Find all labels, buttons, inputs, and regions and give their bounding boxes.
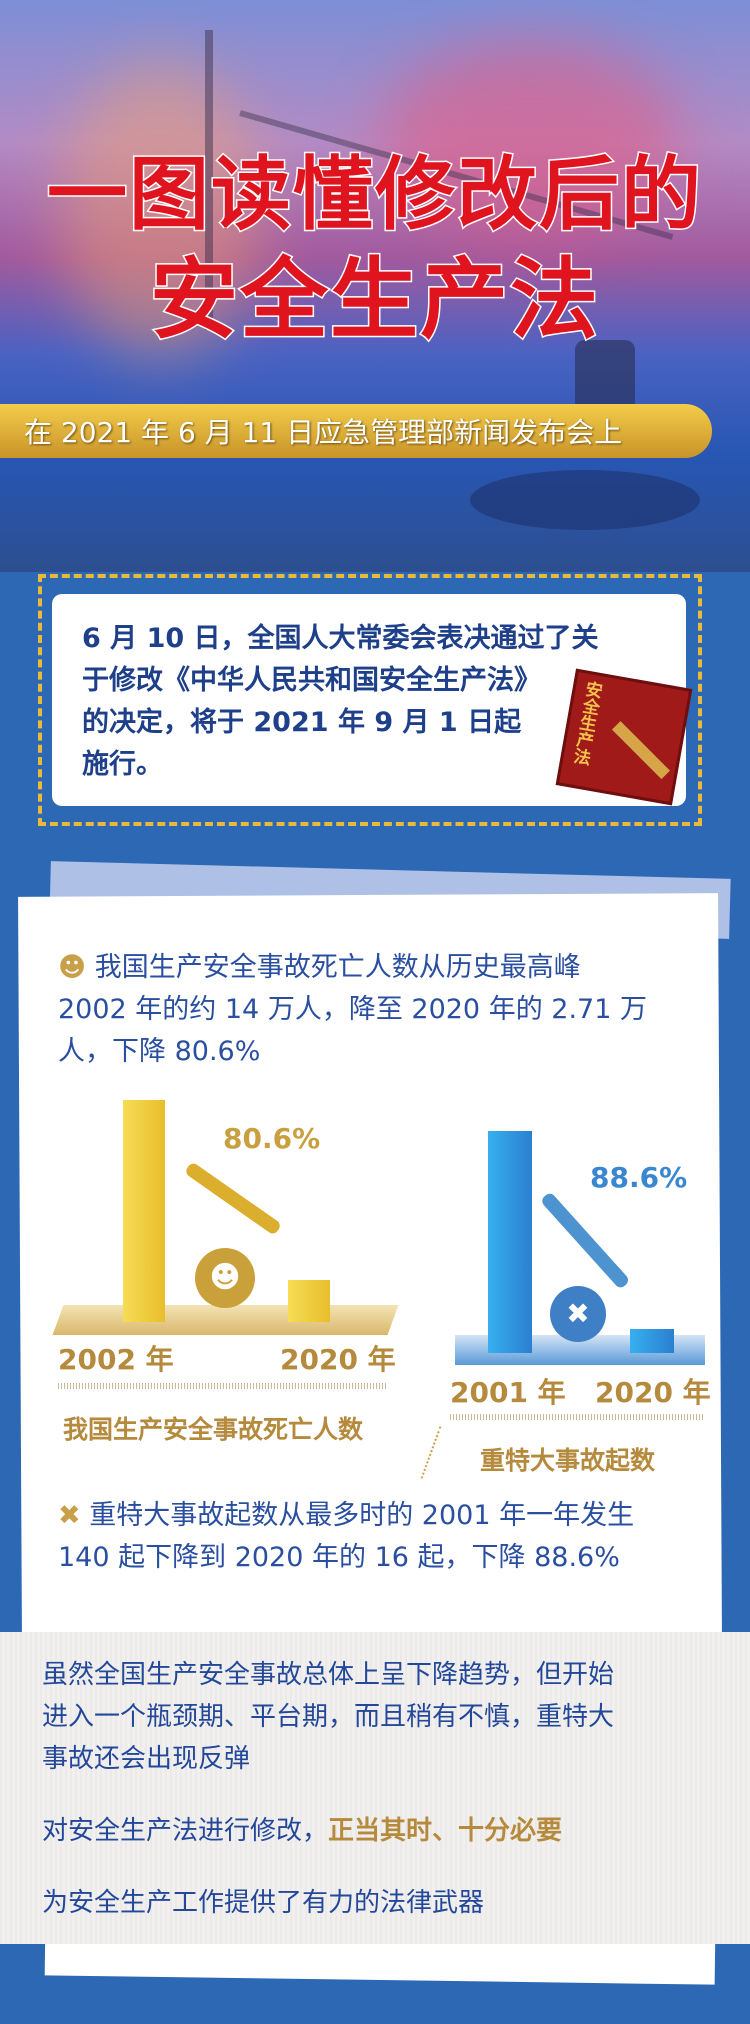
- people-badge-icon: ☻: [195, 1248, 255, 1308]
- crane-icon: [205, 30, 213, 330]
- year-label: 2020 年: [280, 1343, 396, 1376]
- intro-line: 施行。: [82, 749, 163, 780]
- chart-deaths: 80.6% ☻ 2002 年 2020 年 我国生产安全事故死亡人数: [52, 1100, 399, 1460]
- chart-title: 重特大事故起数: [480, 1446, 656, 1475]
- title-line1: 一图读懂修改后的: [46, 147, 703, 243]
- date-banner: 在 2021 年 6 月 11 日应急管理部新闻发布会上: [0, 404, 712, 458]
- title-line2: 安全生产法: [148, 247, 600, 353]
- conclusion-line: 事故还会出现反弹: [42, 1744, 251, 1774]
- banner-text: 在 2021 年 6 月 11 日应急管理部新闻发布会上: [24, 416, 623, 449]
- stat-paragraph-2: ✖ 重特大事故起数从最多时的 2001 年一年发生 140 起下降到 2020 …: [58, 1500, 635, 1573]
- hero-banner: 一图读懂修改后的 安全生产法 在 2021 年 6 月 11 日应急管理部新闻发…: [0, 0, 750, 572]
- law-book-icon: 安全生产法: [555, 668, 693, 806]
- bar-2020: [288, 1280, 330, 1322]
- dashed-frame: [38, 574, 702, 826]
- pct-label: 88.6%: [590, 1161, 688, 1194]
- conclusion-line: 进入一个瓶颈期、平台期，而且稍有不慎，重特大: [42, 1702, 615, 1732]
- bar-2001: [488, 1131, 532, 1353]
- bar-2020: [630, 1329, 674, 1353]
- intro-line: 的决定，将于 2021 年 9 月 1 日起: [82, 707, 522, 738]
- conclusion-line: 对安全生产法进行修改，正当其时、十分必要: [42, 1816, 563, 1846]
- highlight-text: 正当其时、十分必要: [328, 1816, 563, 1846]
- year-label: 2002 年: [58, 1343, 174, 1376]
- conclusion-line: 虽然全国生产安全事故总体上呈下降趋势，但开始: [42, 1660, 615, 1690]
- stat-paragraph-1: ☻ 我国生产安全事故死亡人数从历史最高峰 2002 年的约 14 万人，降至 2…: [58, 952, 647, 1067]
- book-label: 安全生产法: [568, 679, 604, 767]
- bar-2002: [123, 1100, 165, 1322]
- divider: [450, 1414, 705, 1420]
- wrench-icon: ✖: [58, 1500, 81, 1531]
- people-icon: ☻: [58, 952, 87, 983]
- platform: [52, 1305, 399, 1335]
- chart-accidents: 88.6% ✖ 2001 年 2020 年 重特大事故起数: [450, 1131, 720, 1491]
- gavel-icon: [470, 470, 700, 530]
- year-label: 2001 年: [450, 1376, 566, 1409]
- year-label: 2020 年: [595, 1376, 711, 1409]
- intro-line: 于修改《中华人民共和国安全生产法》: [82, 665, 541, 696]
- drop-arrow: [539, 1191, 631, 1290]
- conclusion-line: 为安全生产工作提供了有力的法律武器: [42, 1888, 485, 1918]
- conclusion-card: 虽然全国生产安全事故总体上呈下降趋势，但开始 进入一个瓶颈期、平台期，而且稍有不…: [0, 1632, 750, 1944]
- wrench-badge-icon: ✖: [550, 1286, 606, 1342]
- drop-arrow: [183, 1161, 283, 1236]
- pct-label: 80.6%: [223, 1122, 321, 1155]
- chart-title: 我国生产安全事故死亡人数: [63, 1415, 364, 1444]
- divider: [58, 1383, 388, 1389]
- intro-line: 6 月 10 日，全国人大常委会表决通过了关: [82, 623, 599, 654]
